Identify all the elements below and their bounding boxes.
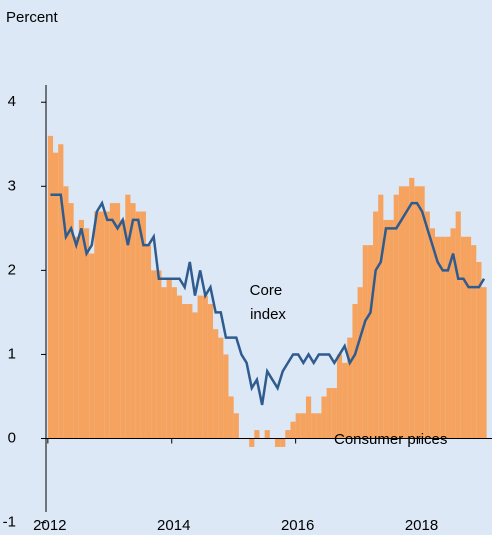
bar [285,430,291,439]
bar [233,413,239,439]
y-axis-label: Percent [6,9,59,26]
x-tick-label: 2012 [33,517,66,534]
bar [465,236,472,439]
bar [109,203,115,439]
bar [331,388,337,439]
bar [388,219,394,439]
bar [73,236,79,439]
bar [213,329,219,439]
bar [362,245,368,439]
bar [342,362,348,439]
bar [280,438,286,447]
bar [83,228,90,439]
bar [414,186,420,439]
bar [52,152,59,439]
bar [130,203,136,439]
bar [135,211,141,439]
bar [481,287,487,439]
bar [182,304,188,439]
bar [68,203,74,439]
bar [275,438,281,447]
bar [89,253,95,439]
bar [161,287,167,439]
y-tick-label: 1 [8,345,16,362]
bar [347,337,353,439]
bar [373,211,379,439]
bar [47,135,54,439]
bar [404,186,410,439]
bar [419,186,425,439]
bar [352,304,358,439]
y-tick-label: 2 [8,261,16,278]
line [50,193,486,406]
bar [192,312,198,439]
bar [171,287,177,439]
bar [435,236,441,439]
bar [156,270,162,439]
bar [145,245,152,439]
bar [166,278,172,439]
y-tick-label: 4 [8,93,16,110]
bar [223,354,229,439]
bar [316,413,322,439]
bar [249,438,255,447]
bar [63,186,69,439]
bar [78,219,84,439]
bar [471,245,477,439]
bar [125,194,131,439]
bar [300,413,306,439]
bar [321,396,327,439]
x-tick-label: 2014 [157,517,190,534]
bar [383,219,389,439]
bar [264,430,270,439]
x-tick-label: 2016 [281,517,314,534]
bar [357,287,363,439]
bar [455,211,461,439]
bar [450,228,456,439]
bar [176,295,183,439]
bar [94,211,100,439]
y-tick-label: 0 [8,429,16,446]
bar [120,219,126,439]
bar [197,295,203,439]
bar [99,211,105,439]
bar [254,430,260,439]
bar [440,236,446,439]
bar [228,396,234,439]
bar [207,304,214,439]
bar [367,245,374,439]
annotation: Consumer prices [334,431,447,448]
bar [104,211,110,439]
bar [151,270,157,439]
bar [336,354,343,439]
y-tick-label: -1 [3,514,16,531]
bar [218,337,224,439]
bar [424,211,430,439]
plot: 4 3 2 1 0 -1 2012 2014 2016 2018 [3,85,492,534]
x-tick-label: 2018 [405,517,438,534]
bar [476,261,482,439]
bar [295,413,301,439]
bar [393,194,399,439]
bar [445,236,451,439]
bar [398,186,405,439]
bar [429,228,436,439]
bar [311,413,317,439]
y-tick-label: 3 [8,177,16,194]
bar [202,295,208,439]
annotation: Core index [250,282,287,323]
bar [378,194,384,439]
bar [140,211,146,439]
bar [305,396,312,439]
bar [326,388,332,439]
bar [290,421,296,439]
bar [58,144,64,439]
bar [187,304,193,439]
bar [460,236,467,439]
bar [114,203,121,439]
bar [409,177,415,439]
